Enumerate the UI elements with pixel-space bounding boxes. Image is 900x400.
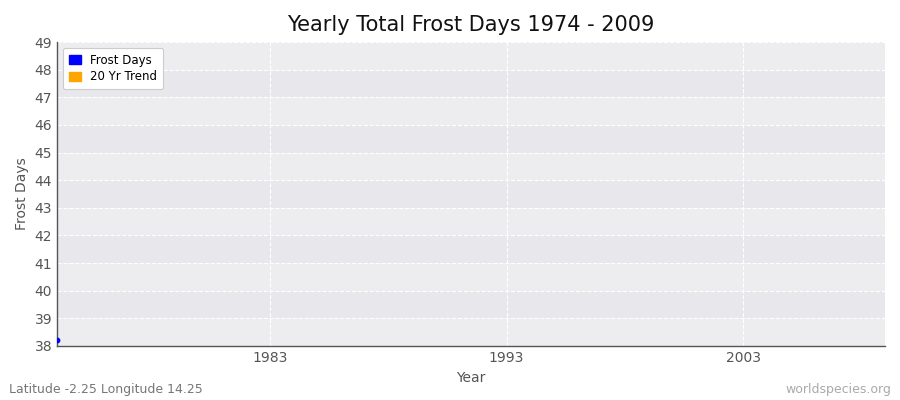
Bar — [57, 97, 885, 125]
Text: worldspecies.org: worldspecies.org — [785, 383, 891, 396]
Bar — [57, 42, 885, 70]
Bar — [57, 263, 885, 291]
Title: Yearly Total Frost Days 1974 - 2009: Yearly Total Frost Days 1974 - 2009 — [287, 15, 654, 35]
Text: Latitude -2.25 Longitude 14.25: Latitude -2.25 Longitude 14.25 — [9, 383, 202, 396]
Point — [50, 337, 64, 344]
Bar — [57, 208, 885, 236]
X-axis label: Year: Year — [456, 371, 486, 385]
Bar — [57, 152, 885, 180]
Y-axis label: Frost Days: Frost Days — [15, 158, 29, 230]
Bar — [57, 318, 885, 346]
Legend: Frost Days, 20 Yr Trend: Frost Days, 20 Yr Trend — [63, 48, 163, 89]
